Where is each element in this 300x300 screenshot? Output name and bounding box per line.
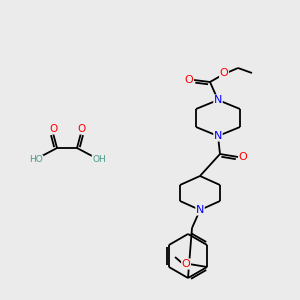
Text: O: O	[184, 75, 194, 85]
Text: O: O	[220, 68, 228, 78]
Text: N: N	[214, 131, 222, 141]
Text: O: O	[49, 124, 57, 134]
Text: O: O	[77, 124, 85, 134]
Text: O: O	[182, 259, 190, 269]
Text: HO: HO	[29, 155, 43, 164]
Text: N: N	[214, 95, 222, 105]
Text: OH: OH	[92, 155, 106, 164]
Text: O: O	[238, 152, 247, 162]
Text: N: N	[196, 205, 204, 215]
